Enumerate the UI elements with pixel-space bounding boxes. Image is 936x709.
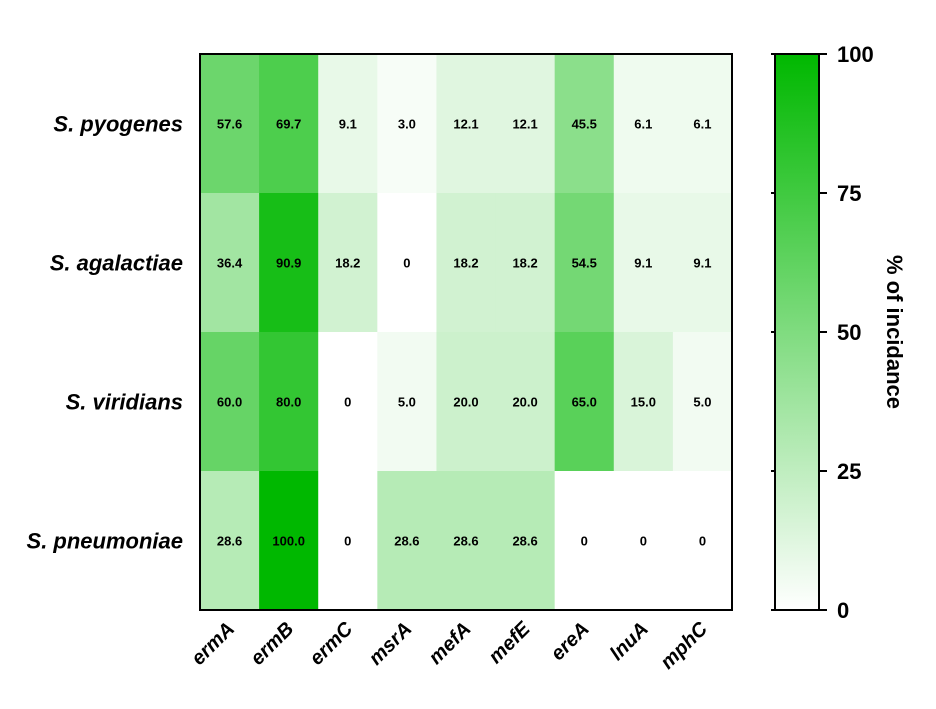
cell-value-label: 0 xyxy=(403,256,410,271)
column-label: mefE xyxy=(485,618,536,669)
heatmap-cell xyxy=(613,193,674,333)
cell-value-label: 20.0 xyxy=(512,395,537,410)
cell-value-label: 12.1 xyxy=(512,117,537,132)
colorbar-tick-label: 50 xyxy=(837,320,861,345)
cell-value-label: 6.1 xyxy=(634,117,652,132)
cell-value-label: 45.5 xyxy=(572,117,597,132)
heatmap-cell xyxy=(672,54,733,194)
cell-value-label: 100.0 xyxy=(272,534,305,549)
cell-value-label: 0 xyxy=(581,534,588,549)
colorbar-title: % of incidance xyxy=(882,255,907,409)
column-label: lnuA xyxy=(606,618,653,665)
heatmap-value-labels: 57.6 69.7 9.1 3.0 12.1 12.1 45.5 6.1 6.1 36.4 90.9… xyxy=(217,117,712,549)
column-label: ereA xyxy=(547,618,594,665)
heatmap-cell xyxy=(259,54,319,194)
cell-value-label: 80.0 xyxy=(276,395,301,410)
heatmap-frame xyxy=(199,53,733,611)
cell-value-label: 5.0 xyxy=(693,395,711,410)
heatmap-cell xyxy=(495,332,556,472)
colorbar-tick-label: 75 xyxy=(837,181,861,206)
cell-value-label: 36.4 xyxy=(217,256,243,271)
heatmap-cell xyxy=(436,54,497,194)
heatmap-cell xyxy=(318,54,378,194)
cell-value-label: 90.9 xyxy=(276,256,301,271)
row-label: S. viridians xyxy=(66,390,183,415)
cell-value-label: 28.6 xyxy=(453,534,478,549)
cell-value-label: 9.1 xyxy=(339,117,357,132)
heatmap-cell xyxy=(377,193,437,333)
column-label: ermC xyxy=(306,618,358,670)
heatmap-cell xyxy=(200,332,260,472)
heatmap-cell xyxy=(436,332,497,472)
column-label: mefA xyxy=(425,618,476,669)
heatmap-cell xyxy=(613,332,674,472)
heatmap-cell xyxy=(554,471,615,611)
cell-value-label: 0 xyxy=(344,395,351,410)
heatmap-cell xyxy=(377,332,437,472)
heatmap-cell xyxy=(436,471,497,611)
cell-value-label: 0 xyxy=(640,534,647,549)
column-label: mphC xyxy=(656,618,712,674)
heatmap-cell xyxy=(495,54,556,194)
colorbar-tick-label: 0 xyxy=(837,598,849,623)
row-labels: S. pyogenes S. agalactiae S. viridians S. p… xyxy=(27,112,183,554)
cell-value-label: 20.0 xyxy=(453,395,478,410)
cell-value-label: 28.6 xyxy=(394,534,419,549)
colorbar-ticks: 0 25 50 75 100 xyxy=(771,42,874,623)
heatmap-cell xyxy=(318,471,378,611)
column-label: msrA xyxy=(365,618,417,670)
cell-value-label: 65.0 xyxy=(572,395,597,410)
heatmap-cell xyxy=(495,193,556,333)
heatmap-cell xyxy=(200,471,260,611)
cell-value-label: 18.2 xyxy=(335,256,360,271)
heatmap-cell xyxy=(200,193,260,333)
heatmap-cell xyxy=(672,471,733,611)
heatmap-cell xyxy=(259,193,319,333)
heatmap-cell xyxy=(495,471,556,611)
column-labels: ermA ermB ermC msrA mefA mefE ereA lnuA mphC xyxy=(187,618,712,674)
heatmap-cell xyxy=(613,54,674,194)
cell-value-label: 15.0 xyxy=(631,395,656,410)
heatmap-cell xyxy=(672,193,733,333)
cell-value-label: 0 xyxy=(344,534,351,549)
row-label: S. pneumoniae xyxy=(27,529,183,554)
cell-value-label: 5.0 xyxy=(398,395,416,410)
heatmap-cell xyxy=(200,54,260,194)
cell-value-label: 69.7 xyxy=(276,117,301,132)
colorbar-tick-label: 25 xyxy=(837,459,861,484)
column-label: ermA xyxy=(187,618,239,670)
cell-value-label: 28.6 xyxy=(217,534,242,549)
cell-value-label: 9.1 xyxy=(693,256,711,271)
row-label: S. pyogenes xyxy=(53,112,183,137)
heatmap-cell xyxy=(318,193,378,333)
cell-value-label: 18.2 xyxy=(512,256,537,271)
heatmap-cell xyxy=(318,332,378,472)
heatmap-cell xyxy=(377,471,437,611)
colorbar xyxy=(774,53,820,611)
heatmap-cell xyxy=(554,193,615,333)
heatmap-cells xyxy=(200,54,733,611)
cell-value-label: 54.5 xyxy=(572,256,597,271)
heatmap-cell xyxy=(554,54,615,194)
cell-value-label: 3.0 xyxy=(398,117,416,132)
row-label: S. agalactiae xyxy=(50,251,183,276)
cell-value-label: 12.1 xyxy=(453,117,478,132)
cell-value-label: 6.1 xyxy=(693,117,711,132)
heatmap-cell xyxy=(436,193,497,333)
cell-value-label: 0 xyxy=(699,534,706,549)
cell-value-label: 28.6 xyxy=(512,534,537,549)
cell-value-label: 9.1 xyxy=(634,256,652,271)
colorbar-tick-label: 100 xyxy=(837,42,874,67)
column-label: ermB xyxy=(246,618,298,670)
heatmap-cell xyxy=(613,471,674,611)
heatmap-cell xyxy=(554,332,615,472)
cell-value-label: 57.6 xyxy=(217,117,242,132)
heatmap-cell xyxy=(259,471,319,611)
heatmap-cell xyxy=(259,332,319,472)
cell-value-label: 60.0 xyxy=(217,395,242,410)
heatmap-cell xyxy=(672,332,733,472)
heatmap-cell xyxy=(377,54,437,194)
cell-value-label: 18.2 xyxy=(453,256,478,271)
